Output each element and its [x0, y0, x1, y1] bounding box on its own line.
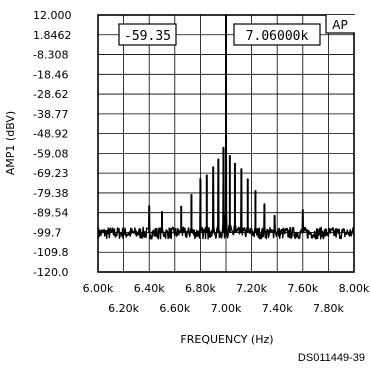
y-axis-title: AMP1 (dBV)	[4, 111, 17, 175]
x-tick-labels: 6.00k 6.40k 6.80k 7.20k 7.60k 8.00k 6.20k 6.60k…	[83, 282, 370, 315]
x-axis-title: FREQUENCY (Hz)	[180, 333, 273, 346]
plot-frame	[97, 14, 355, 273]
y-tick-label: 12.000	[33, 9, 72, 22]
trace-group	[97, 14, 355, 240]
x-tick-label: 6.00k	[83, 282, 114, 295]
x-tick-label: 7.20k	[236, 282, 267, 295]
y-tick-label: -59.08	[33, 147, 68, 160]
cursor-amplitude-box: -59.35	[118, 23, 177, 46]
x-tick-label: 6.20k	[108, 302, 139, 315]
y-tick-labels: 12.000 1.8462 -8.308 -18.46 -28.62 -38.77 -48.…	[33, 9, 72, 279]
y-tick-label: -109.8	[33, 246, 68, 259]
ap-label: AP	[332, 18, 347, 32]
x-tick-label: 6.80k	[185, 282, 216, 295]
x-tick-label: 7.60k	[287, 282, 318, 295]
x-tick-label: 7.00k	[211, 302, 242, 315]
x-tick-label: 7.80k	[313, 302, 344, 315]
y-tick-label: -89.54	[33, 207, 68, 220]
y-tick-label: -120.0	[33, 266, 68, 279]
y-tick-label: -48.92	[33, 128, 68, 141]
x-tick-label: 6.40k	[134, 282, 165, 295]
x-tick-label: 6.60k	[159, 302, 190, 315]
ap-corner-box: AP	[325, 15, 355, 34]
y-tick-label: -79.38	[33, 187, 68, 200]
document-id: DS011449-39	[297, 352, 365, 364]
cursor-frequency-text: 7.06000k	[246, 29, 309, 44]
y-tick-label: -18.46	[33, 68, 68, 81]
cursor-amplitude-text: -59.35	[124, 29, 171, 44]
y-tick-label: -38.77	[33, 108, 68, 121]
y-tick-label: -99.7	[33, 226, 61, 239]
y-tick-label: -69.23	[33, 167, 68, 180]
x-tick-label: 8.00k	[339, 282, 370, 295]
y-tick-label: -8.308	[33, 49, 68, 62]
y-tick-label: 1.8462	[33, 29, 72, 42]
y-tick-label: -28.62	[33, 88, 68, 101]
x-tick-label: 7.40k	[262, 302, 293, 315]
cursor-frequency-box: 7.06000k	[233, 23, 321, 46]
